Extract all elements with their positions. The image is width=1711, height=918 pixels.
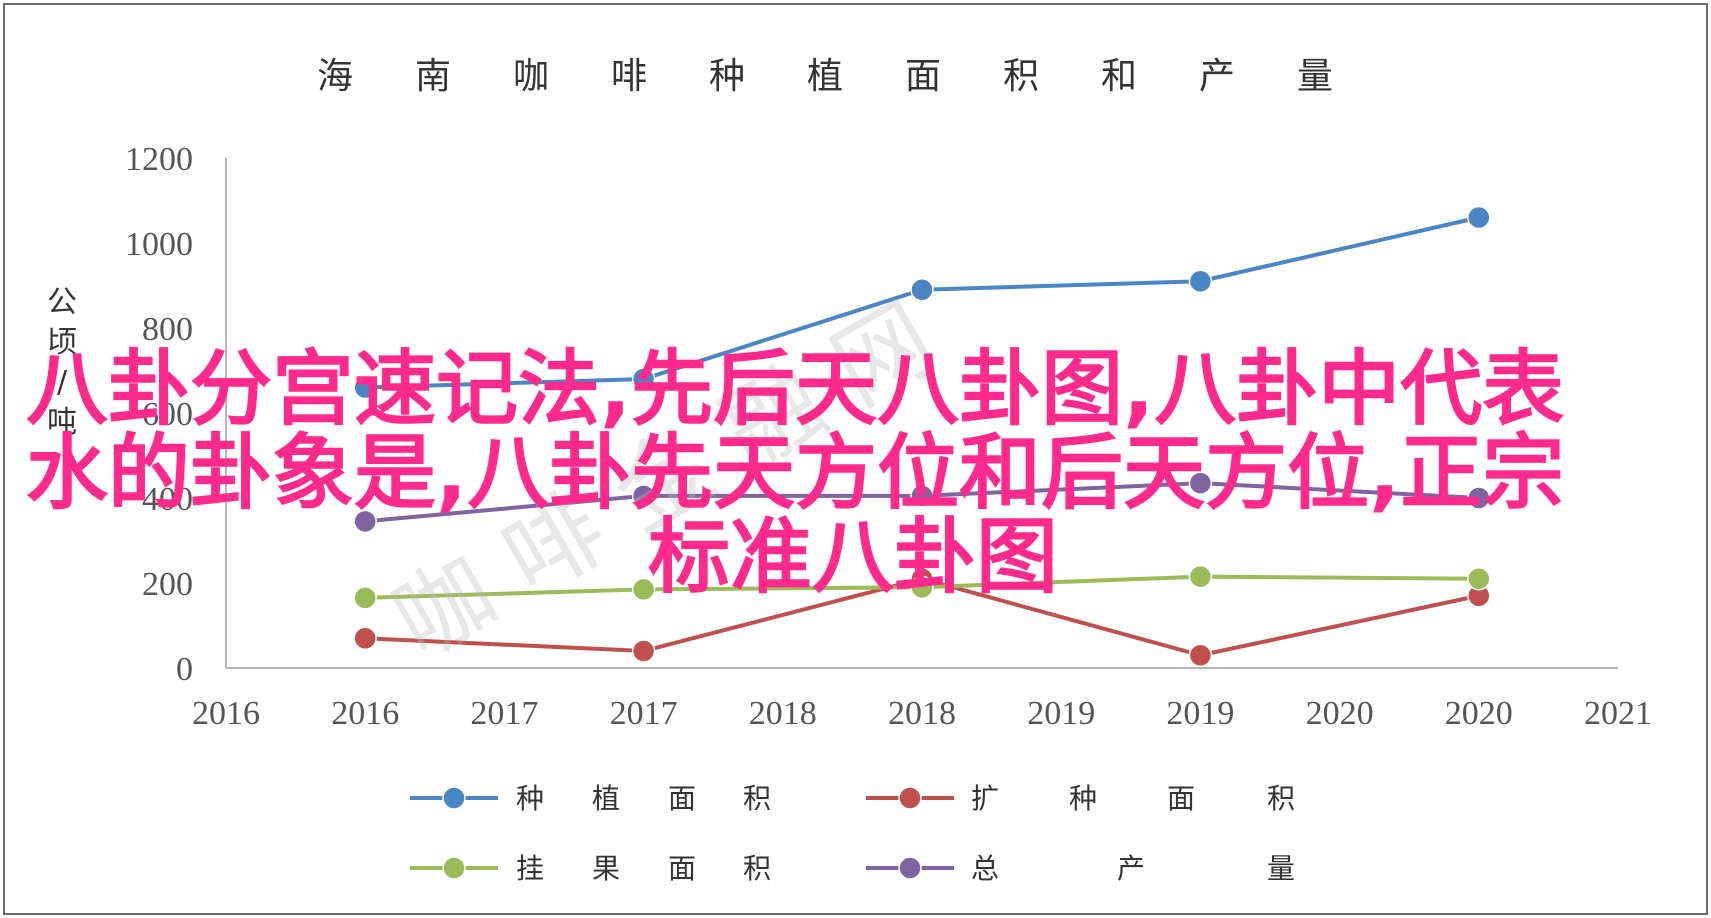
data-point: [910, 575, 934, 599]
x-tick-label: 2019: [1027, 695, 1095, 732]
legend-label-char: 挂: [516, 852, 544, 885]
x-tick-label: 2018: [888, 695, 956, 732]
legend-label-char: 积: [1267, 782, 1295, 815]
y-tick-label: 0: [176, 651, 193, 688]
y-tick-label: 400: [142, 481, 193, 518]
legend-label-char: 面: [668, 782, 696, 815]
legend-label-char: 量: [1267, 852, 1295, 885]
y-tick-label: 1000: [125, 226, 193, 263]
data-point: [1188, 471, 1213, 495]
data-point: [353, 586, 377, 610]
x-tick-label: 2019: [1166, 695, 1234, 732]
y-tick-label: 200: [142, 566, 193, 603]
data-point: [1467, 567, 1491, 591]
legend-label-char: 扩: [971, 782, 999, 815]
y-axis-label-char: /: [57, 365, 68, 400]
y-axis-label-char: 公: [47, 285, 77, 320]
y-axis-label-char: 吨: [47, 405, 77, 440]
legend-label-char: 植: [592, 782, 620, 815]
y-tick-label: 800: [142, 311, 193, 348]
legend-label-char: 积: [743, 852, 771, 885]
data-point: [1188, 564, 1213, 589]
data-point: [631, 484, 656, 508]
data-point: [631, 577, 656, 602]
legend-marker-3: [442, 856, 466, 880]
x-tick-label: 2017: [610, 695, 678, 732]
data-point: [631, 367, 656, 391]
x-tick-label: 2018: [749, 695, 817, 732]
data-point: [1188, 269, 1213, 293]
data-point: [631, 639, 656, 663]
data-point: [353, 626, 377, 650]
legend-label-char: 种: [516, 782, 544, 815]
y-tick-label: 1200: [125, 141, 193, 178]
legend-label-char: 总: [971, 852, 999, 885]
y-axis-label: 公顷 / 吨: [47, 285, 77, 440]
legend-label-char: 产: [1117, 852, 1145, 885]
data-point: [353, 375, 377, 400]
legend-label-char: 果: [592, 852, 620, 885]
legend-label-char: 积: [743, 782, 771, 815]
data-point: [910, 484, 934, 508]
x-tick-label: 2016: [192, 695, 260, 732]
overlay-line-2: 水的卦象是,八卦先天方位和后天方位,正宗: [26, 426, 1564, 521]
chart-border: [3, 3, 1708, 915]
data-point: [1467, 205, 1491, 230]
legend-marker-1: [442, 786, 466, 810]
y-tick-labels: 0 200 400 600 800 1000 1200: [125, 141, 193, 688]
overlay-line-1: 八卦分宫速记法,先后天八卦图,八卦中代表: [26, 342, 1564, 437]
x-tick-labels: 2016 2016 2017 2017 2018 2018 2019 2019 2020 2020…: [192, 695, 1652, 732]
chart-title: 海南咖啡种植面积和产量: [317, 56, 1395, 97]
data-point: [1467, 486, 1491, 510]
series-layer: [353, 205, 1491, 667]
x-tick-label: 2017: [470, 695, 538, 732]
data-point: [1188, 643, 1213, 667]
legend-marker-4: [898, 856, 922, 880]
legend: 种植面积扩种面积挂果面积总产量: [410, 782, 1295, 885]
legend-label-char: 面: [668, 852, 696, 885]
data-point: [353, 509, 377, 534]
data-point: [910, 278, 934, 302]
y-tick-label: 600: [142, 396, 193, 433]
x-tick-label: 2016: [331, 695, 399, 732]
x-tick-label: 2021: [1584, 695, 1652, 732]
legend-marker-2: [898, 786, 922, 810]
legend-label-char: 面: [1167, 782, 1195, 815]
x-tick-label: 2020: [1306, 695, 1374, 732]
y-axis-label-char: 顷: [47, 325, 77, 360]
x-tick-label: 2020: [1445, 695, 1513, 732]
overlay-line-3: 标准八卦图: [648, 510, 1058, 605]
legend-label-char: 种: [1069, 782, 1097, 815]
